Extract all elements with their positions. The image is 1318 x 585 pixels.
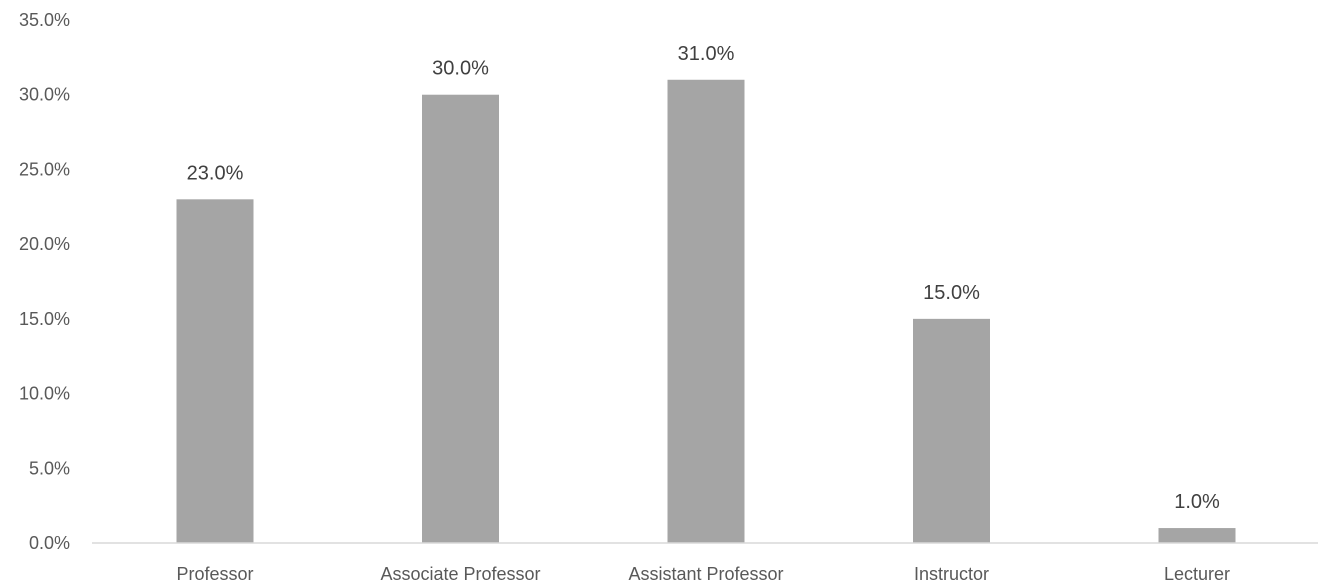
y-tick-label: 10.0%	[19, 384, 70, 404]
y-tick-label: 0.0%	[29, 533, 70, 553]
y-tick-label: 20.0%	[19, 234, 70, 254]
bar	[913, 318, 990, 543]
x-axis-category-labels: Professor Associate Professor Assistant Pr…	[176, 564, 1230, 584]
y-tick-label: 30.0%	[19, 85, 70, 105]
x-category-label: Instructor	[914, 564, 989, 584]
bar-value-label: 23.0%	[187, 162, 244, 184]
bar-value-label: 1.0%	[1174, 491, 1220, 513]
y-tick-label: 5.0%	[29, 458, 70, 478]
bar	[176, 199, 254, 544]
bar-value-label: 15.0%	[923, 282, 980, 304]
y-tick-label: 35.0%	[19, 10, 70, 30]
bar	[667, 79, 745, 544]
y-tick-label: 15.0%	[19, 309, 70, 329]
bar-value-label: 31.0%	[678, 43, 735, 65]
x-category-label: Associate Professor	[380, 564, 540, 584]
bars-group	[176, 79, 1236, 544]
x-category-label: Lecturer	[1164, 564, 1230, 584]
data-labels-group: 23.0% 30.0% 31.0% 15.0% 1.0%	[187, 43, 1220, 513]
y-axis-ticks: 0.0% 5.0% 10.0% 15.0% 20.0% 25.0% 30.0% 35.0%	[19, 10, 70, 553]
bar	[422, 94, 499, 543]
bar-value-label: 30.0%	[432, 58, 489, 80]
bar	[1158, 528, 1236, 543]
x-category-label: Professor	[176, 564, 253, 584]
y-tick-label: 25.0%	[19, 159, 70, 179]
x-category-label: Assistant Professor	[628, 564, 783, 584]
